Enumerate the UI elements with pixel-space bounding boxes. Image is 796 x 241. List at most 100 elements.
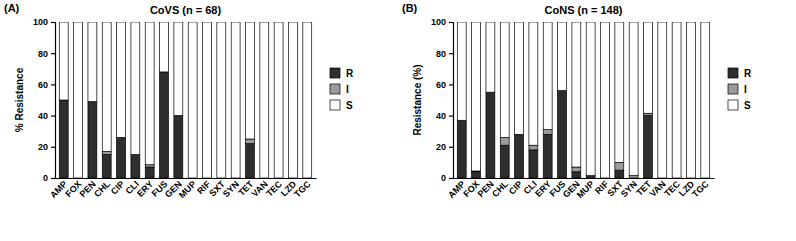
y-tick-label: 40 (38, 111, 48, 121)
bar (303, 22, 312, 178)
bar (203, 22, 212, 178)
y-axis-line (51, 23, 56, 179)
bar (529, 150, 538, 178)
bar (558, 22, 567, 91)
series-1 (472, 113, 653, 178)
bar (260, 22, 269, 178)
bar (529, 22, 538, 145)
y-tick-mark (51, 115, 55, 116)
y-tick-label: 100 (33, 17, 48, 27)
y-tick-label: 20 (436, 142, 446, 152)
y-axis: 0 20 40 60 80 100 (431, 17, 454, 183)
x-tick: CIP (507, 178, 525, 197)
y-tick: 60 (436, 80, 453, 90)
title: CoVS (n = 68) (150, 4, 222, 16)
y-tick: 20 (38, 142, 55, 152)
x-tick: TGC (292, 178, 313, 199)
bars (457, 22, 709, 178)
bar (88, 22, 97, 102)
bar (644, 22, 653, 113)
y-tick: 80 (38, 49, 55, 59)
y-tick: 40 (38, 111, 55, 121)
bar (515, 22, 524, 134)
bar (145, 22, 154, 165)
x-axis: AMPFOXPENCHLCIPCLIERYFUSGENMUPRIFSXTSYNT… (48, 178, 317, 200)
y-axis-title: Resistance (%) (412, 64, 423, 135)
bar (644, 113, 653, 115)
y-axis: 0 20 40 60 80 100 (33, 17, 56, 183)
legend-item: I (330, 84, 349, 95)
bar (686, 22, 695, 178)
bar (572, 22, 581, 167)
bar (601, 22, 610, 178)
bar (59, 100, 68, 178)
legend-item: I (728, 84, 747, 95)
bar (472, 172, 481, 178)
y-tick: 80 (436, 49, 453, 59)
series-2 (59, 22, 311, 178)
bar (131, 155, 140, 178)
title: CoNS (n = 148) (545, 4, 623, 16)
bar (500, 145, 509, 178)
bar (658, 22, 667, 178)
panel-label: (A) (4, 2, 20, 14)
bar (644, 116, 653, 178)
x-tick-label: TGC (292, 179, 313, 200)
y-tick-mark (51, 53, 55, 54)
bar (74, 22, 83, 178)
bar (246, 139, 255, 144)
legend-swatch (728, 68, 738, 78)
y-tick-label: 0 (441, 173, 446, 183)
y-tick-label: 0 (43, 173, 48, 183)
legend-label: R (346, 68, 354, 79)
y-tick-mark (51, 147, 55, 148)
bar (174, 116, 183, 178)
y-tick-label: 20 (38, 142, 48, 152)
y-tick-mark (449, 53, 453, 54)
legend-label: I (346, 84, 349, 95)
bar (174, 22, 183, 116)
legend-label: S (744, 100, 751, 111)
y-tick-mark (449, 115, 453, 116)
bar (529, 145, 538, 150)
y-tick-mark (51, 22, 55, 23)
y-axis-line (449, 23, 454, 179)
y-tick: 60 (38, 80, 55, 90)
legend-item: S (728, 100, 751, 111)
y-tick-mark (449, 178, 453, 179)
bar (457, 120, 466, 178)
bar (558, 91, 567, 178)
y-tick-mark (449, 22, 453, 23)
bar (672, 22, 681, 178)
y-tick: 40 (436, 111, 453, 121)
bar (486, 22, 495, 92)
bar (586, 22, 595, 176)
legend-swatch (330, 100, 340, 110)
bar (145, 165, 154, 167)
panel: 020406080100AMPFOXPENCHLCIPCLIERYFUSGENM… (412, 4, 752, 200)
legend-item: R (728, 68, 752, 79)
bar (615, 162, 624, 170)
y-tick: 100 (431, 17, 453, 27)
bar (160, 22, 169, 72)
bar (102, 151, 111, 154)
y-tick: 100 (33, 17, 55, 27)
bar (543, 134, 552, 178)
y-tick-mark (449, 84, 453, 85)
x-axis-line (454, 178, 715, 179)
y-tick: 20 (436, 142, 453, 152)
bars (59, 22, 311, 178)
bar (615, 170, 624, 178)
bar (274, 22, 283, 178)
legend-label: R (744, 68, 752, 79)
bar (615, 22, 624, 162)
bar (472, 22, 481, 171)
series-2 (457, 22, 709, 178)
y-tick-mark (51, 84, 55, 85)
y-axis-title: % Resistance (14, 67, 25, 132)
legend-item: R (330, 68, 354, 79)
figure: 0 20 40 60 80 100 AMPFOXPENCHLCIPCLIERYFUSGENM… (0, 0, 796, 241)
bar (117, 137, 126, 178)
bar (486, 92, 495, 178)
bar (572, 167, 581, 172)
